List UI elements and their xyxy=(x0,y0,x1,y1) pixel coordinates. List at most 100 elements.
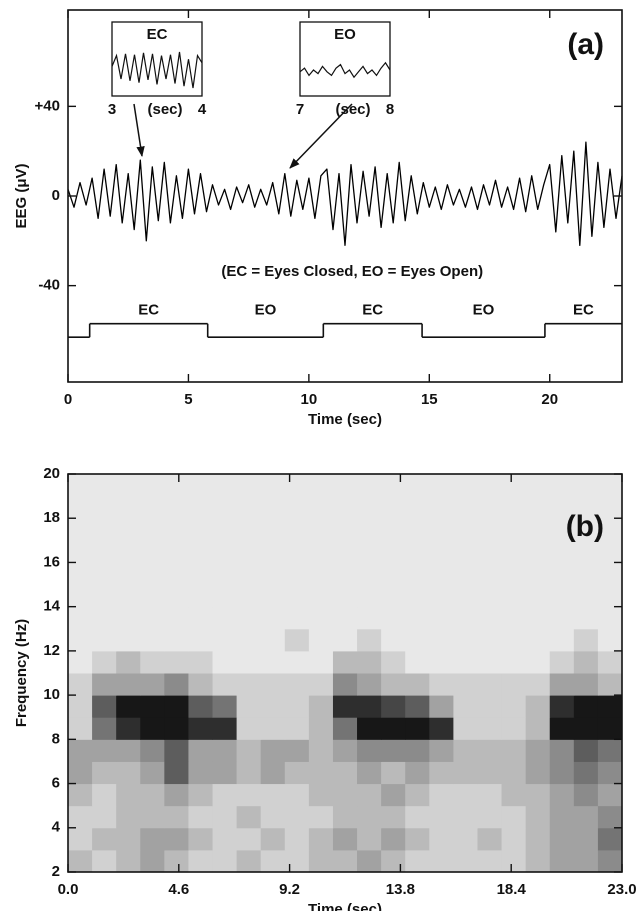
heat-cell xyxy=(501,695,527,718)
heat-cell xyxy=(501,673,527,696)
heat-cell xyxy=(188,761,214,785)
heat-cell xyxy=(357,562,382,586)
heat-cell xyxy=(549,739,575,762)
heat-cell xyxy=(525,761,551,785)
heat-cell xyxy=(357,496,382,519)
eeg-trace xyxy=(67,141,623,246)
y-tick-label: 18 xyxy=(43,509,60,526)
heat-cell xyxy=(405,562,430,586)
heat-cell xyxy=(525,650,551,674)
inset-arrow xyxy=(289,103,353,169)
heat-cell xyxy=(525,739,551,762)
heat-cell xyxy=(308,739,334,762)
heat-cell xyxy=(405,739,430,762)
heat-cell xyxy=(597,584,623,608)
y-tick-label: 10 xyxy=(43,686,60,703)
heat-cell xyxy=(357,783,382,807)
heat-cell xyxy=(236,739,262,762)
panel-label: (a) xyxy=(567,28,604,61)
heat-cell xyxy=(140,628,165,652)
heat-cell xyxy=(357,717,382,740)
heat-cell xyxy=(597,805,623,829)
heat-cell xyxy=(260,849,286,873)
heat-cell xyxy=(92,518,117,541)
heat-cell xyxy=(549,540,575,563)
heat-cell xyxy=(116,849,141,873)
inset-arrow xyxy=(133,103,145,158)
heat-cell xyxy=(453,628,478,652)
heat-cell xyxy=(597,761,623,785)
heat-cell xyxy=(357,474,382,497)
heat-cell xyxy=(92,805,117,829)
heat-cell xyxy=(308,628,334,652)
heat-cell xyxy=(405,783,430,807)
heat-cell xyxy=(212,739,238,762)
heat-cell xyxy=(405,673,430,696)
heat-cell xyxy=(332,695,358,718)
x-tick-label: 15 xyxy=(421,391,438,408)
heat-cell xyxy=(405,805,430,829)
heat-cell xyxy=(429,496,454,519)
heat-cell xyxy=(116,827,141,851)
inset-title: EO xyxy=(334,26,356,43)
heat-cell xyxy=(597,673,623,696)
heat-cell xyxy=(140,606,165,630)
heat-cell xyxy=(260,761,286,785)
heat-cell xyxy=(357,606,382,630)
heat-cell xyxy=(597,695,623,718)
heat-cell xyxy=(236,805,262,829)
heat-cell xyxy=(212,849,238,873)
heat-cell xyxy=(140,695,165,718)
heat-cell xyxy=(140,849,165,873)
heat-cell xyxy=(284,496,310,519)
heat-cell xyxy=(260,805,286,829)
heat-cell xyxy=(236,827,262,851)
heat-cell xyxy=(68,805,93,829)
y-tick-label: 8 xyxy=(52,730,60,747)
heat-cell xyxy=(308,518,334,541)
heat-cell xyxy=(332,496,358,519)
heat-cell xyxy=(501,628,527,652)
heat-cell xyxy=(92,650,117,674)
heat-cell xyxy=(164,584,189,608)
heat-cell xyxy=(381,827,406,851)
heat-cell xyxy=(525,695,551,718)
heat-cell xyxy=(549,606,575,630)
y-tick-label: 20 xyxy=(43,465,60,482)
inset-trace xyxy=(111,51,203,89)
heat-cell xyxy=(308,695,334,718)
heat-cell xyxy=(477,628,503,652)
heat-cell xyxy=(453,827,478,851)
heat-cell xyxy=(260,584,286,608)
heat-cell xyxy=(116,606,141,630)
heat-cell xyxy=(332,827,358,851)
heat-cell xyxy=(549,518,575,541)
heat-cell xyxy=(597,562,623,586)
heat-cell xyxy=(357,695,382,718)
heat-cell xyxy=(501,584,527,608)
heat-cell xyxy=(236,650,262,674)
heat-cell xyxy=(549,717,575,740)
heat-cell xyxy=(236,717,262,740)
heat-cell xyxy=(573,584,599,608)
heat-cell xyxy=(188,496,214,519)
heat-cell xyxy=(284,584,310,608)
heat-cell xyxy=(549,584,575,608)
heat-cell xyxy=(188,717,214,740)
heat-cell xyxy=(68,783,93,807)
heat-cell xyxy=(212,496,238,519)
heat-cell xyxy=(381,849,406,873)
heat-cell xyxy=(212,761,238,785)
heat-cell xyxy=(357,628,382,652)
heat-cell xyxy=(92,673,117,696)
heat-cell xyxy=(453,518,478,541)
heat-cell xyxy=(188,474,214,497)
heat-cell xyxy=(212,827,238,851)
heat-cell xyxy=(525,540,551,563)
heat-cell xyxy=(68,496,93,519)
inset-title: EC xyxy=(147,26,168,43)
heat-cell xyxy=(453,761,478,785)
heat-cell xyxy=(92,562,117,586)
heat-cell xyxy=(212,584,238,608)
heat-cell xyxy=(405,584,430,608)
